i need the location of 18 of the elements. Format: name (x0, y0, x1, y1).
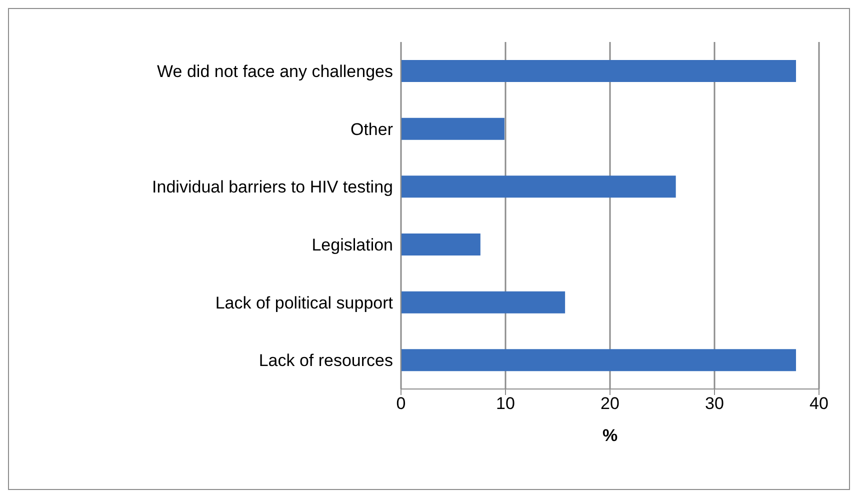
bar (401, 176, 676, 198)
bar (401, 234, 480, 256)
y-tick-label: Lack of political support (215, 293, 394, 312)
bar (401, 118, 504, 140)
x-tick-label: 10 (496, 394, 515, 414)
y-tick-label: Legislation (312, 235, 393, 254)
x-tick-label: 30 (705, 394, 724, 414)
bar (401, 60, 796, 82)
bar (401, 349, 796, 372)
x-tick-label: 0 (396, 394, 406, 414)
x-tick-label: 20 (600, 394, 620, 414)
bar (401, 291, 566, 314)
x-tick-label: 40 (810, 394, 828, 414)
y-tick-label: Individual barriers to HIV testing (152, 178, 393, 197)
x-axis-title: % (602, 426, 618, 445)
y-tick-label: Other (350, 120, 394, 139)
y-tick-label: Lack of resources (258, 351, 393, 370)
y-tick-label: We did not face any challenges (157, 62, 393, 81)
